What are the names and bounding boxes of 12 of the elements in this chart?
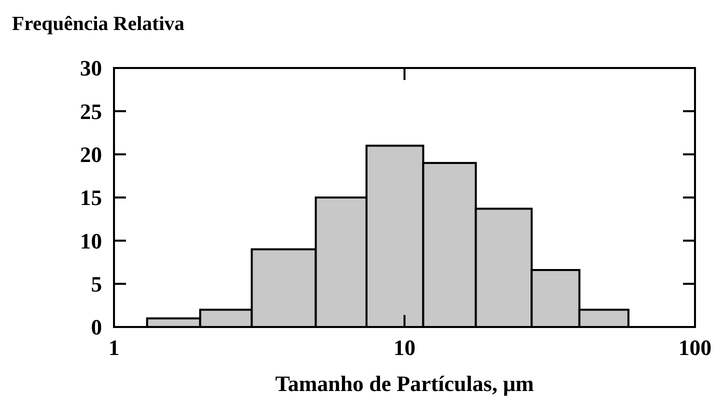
y-tick-label: 15: [80, 185, 102, 210]
x-axis-title: Tamanho de Partículas, μm: [275, 371, 534, 396]
x-tick-label: 10: [394, 335, 416, 360]
y-tick-label: 30: [80, 56, 102, 81]
x-tick-label: 1: [108, 335, 120, 360]
y-tick-label: 0: [91, 314, 102, 340]
y-tick-label: 5: [91, 272, 102, 297]
y-tick-label: 25: [80, 98, 102, 124]
x-tick-label: 100: [678, 335, 712, 360]
y-tick-label: 10: [80, 228, 102, 254]
chart-title: Frequência Relativa: [12, 13, 184, 35]
y-tick-label: 20: [80, 142, 102, 168]
